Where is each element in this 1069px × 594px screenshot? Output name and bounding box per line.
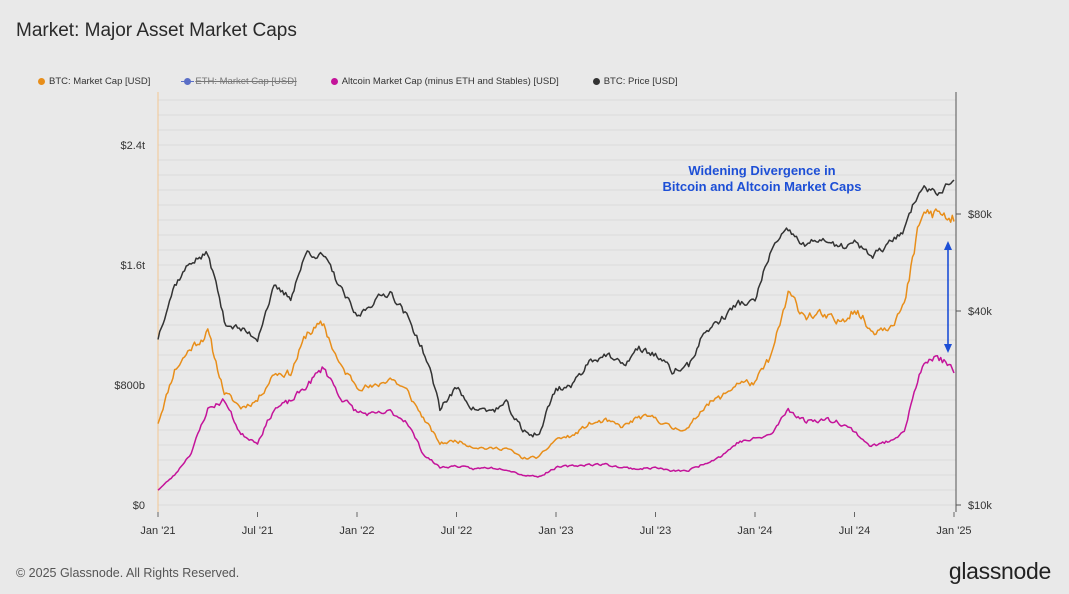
y-right-tick-label: $80k (968, 209, 992, 221)
x-tick-label: Jul '22 (441, 525, 472, 537)
legend-label: BTC: Market Cap [USD] (49, 76, 151, 87)
legend-dot-icon (181, 78, 195, 85)
annotation-line-1: Widening Divergence in (688, 163, 836, 178)
y-left-ticks: $0 $800b $1.6t $2.4t (114, 140, 145, 512)
grid-lines (158, 99, 956, 506)
legend-dot-icon (38, 78, 45, 85)
x-tick-label: Jul '24 (839, 525, 870, 537)
legend-item-altcoin-market-cap[interactable]: Altcoin Market Cap (minus ETH and Stable… (330, 76, 559, 87)
x-tick-label: Jan '23 (538, 525, 573, 537)
glassnode-logo[interactable]: glassnode (948, 558, 1051, 584)
series-layer (157, 179, 955, 491)
y-left-tick-label: $800b (114, 380, 145, 392)
y-left-tick-label: $2.4t (121, 140, 145, 152)
copyright-footer: © 2025 Glassnode. All Rights Reserved. (16, 566, 240, 580)
series-line-btc-market-cap-usd (157, 208, 955, 460)
legend-label: ETH: Market Cap [USD] (195, 76, 297, 87)
x-tick-label: Jan '21 (140, 525, 175, 537)
x-tick-label: Jan '25 (936, 525, 971, 537)
divergence-arrow (944, 241, 952, 353)
x-axis-ticks: Jan '21 Jul '21 Jan '22 Jul '22 Jan '23 Jul '… (140, 512, 972, 537)
x-tick-label: Jul '21 (242, 525, 273, 537)
y-right-tick-label: $10k (968, 500, 992, 512)
y-left-tick-label: $0 (133, 500, 145, 512)
legend-dot-icon (330, 78, 338, 85)
x-tick-label: Jul '23 (640, 525, 671, 537)
y-left-tick-label: $1.6t (121, 260, 145, 272)
series-line-altcoin-market-cap-minus-eth-and-stables-usd (157, 355, 955, 491)
x-tick-label: Jan '22 (339, 525, 374, 537)
y-right-ticks: $10k $40k $80k (956, 209, 992, 512)
legend-dot-icon (592, 78, 600, 85)
y-right-tick-label: $40k (968, 306, 992, 318)
series-line-btc-price-usd (157, 179, 955, 438)
x-tick-label: Jan '24 (737, 525, 772, 537)
legend-item-btc-price[interactable]: BTC: Price [USD] (592, 76, 678, 87)
legend-item-btc-market-cap[interactable]: BTC: Market Cap [USD] (38, 76, 150, 87)
plot-area (157, 92, 957, 512)
chart-title: Market: Major Asset Market Caps (16, 20, 297, 41)
legend-label: BTC: Price [USD] (603, 76, 678, 87)
legend-label: Altcoin Market Cap (minus ETH and Stable… (341, 76, 559, 87)
legend: BTC: Market Cap [USD] ETH: Market Cap [U… (38, 76, 712, 87)
legend-item-eth-market-cap[interactable]: ETH: Market Cap [USD] (181, 76, 297, 87)
divergence-annotation: Widening Divergence in Bitcoin and Altco… (628, 163, 896, 195)
annotation-line-2: Bitcoin and Altcoin Market Caps (662, 179, 862, 194)
